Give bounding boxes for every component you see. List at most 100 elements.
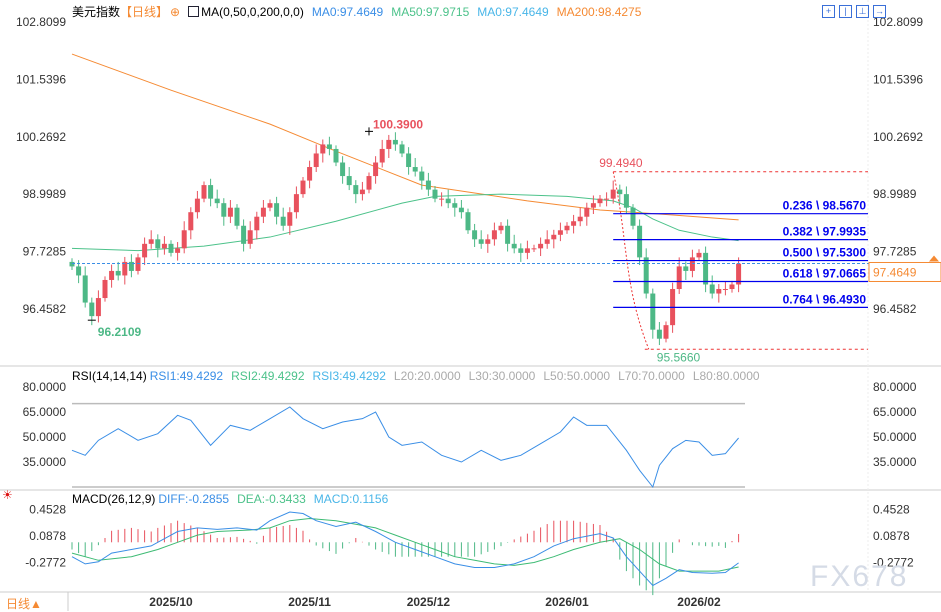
candle — [300, 176, 306, 198]
candle — [109, 264, 115, 288]
candle — [208, 178, 214, 207]
indicator-icon[interactable] — [188, 6, 200, 17]
rsi-axis-tick-right: 35.0000 — [873, 455, 917, 469]
candle — [445, 189, 451, 209]
candle-body — [538, 243, 544, 249]
candle — [373, 156, 379, 184]
candle — [234, 204, 240, 230]
candle-body — [577, 216, 583, 222]
candle — [551, 229, 557, 249]
candle-body — [544, 239, 550, 244]
period-label: 【日线】 — [120, 5, 169, 19]
price-axis-tick-right: 97.7285 — [873, 245, 917, 259]
ma200-value: MA200:98.4275 — [556, 5, 642, 19]
candle-body — [69, 261, 75, 267]
candle-body — [234, 207, 240, 226]
settings-sun-icon[interactable]: ☀ — [2, 488, 13, 502]
candle-body — [313, 153, 319, 168]
period-selector[interactable]: 日线▲ — [6, 597, 42, 611]
candle-body — [736, 263, 742, 285]
l50-value: L50:50.0000 — [543, 369, 611, 383]
price-axis-tick-right: 101.5396 — [873, 72, 923, 86]
candle — [571, 214, 577, 234]
candle — [326, 136, 332, 156]
price-axis-tick-left: 98.9989 — [23, 187, 67, 201]
candle — [161, 236, 167, 255]
candle-body — [320, 144, 326, 154]
diff-value: DIFF:-0.2855 — [158, 492, 230, 506]
candle-body — [148, 239, 154, 244]
candle — [69, 258, 75, 271]
candle-body — [168, 243, 174, 253]
candle — [458, 200, 464, 219]
ma-indicator[interactable]: MA(0,50,0,200,0,0) — [201, 5, 304, 19]
candle-body — [518, 248, 524, 253]
scroll-right-icon[interactable]: → — [873, 5, 886, 18]
candle — [709, 275, 715, 299]
candle-body — [115, 270, 121, 276]
target-icon[interactable]: ⊕ — [170, 5, 181, 19]
fib-level-label: 0.618 \ 97.0665 — [783, 266, 867, 280]
candle-body — [89, 302, 95, 317]
candle-body — [359, 189, 365, 195]
current-price-label: 97.4649 — [873, 265, 917, 279]
zoom-out-icon[interactable]: ⊥ — [856, 5, 869, 18]
rsi-axis-tick-left: 35.0000 — [23, 455, 67, 469]
candle — [643, 248, 649, 299]
candle — [82, 266, 88, 308]
candle — [366, 172, 372, 194]
candle-body — [386, 139, 392, 149]
candle — [630, 204, 636, 230]
candle-body — [703, 252, 709, 285]
candle — [439, 192, 445, 207]
candle — [544, 230, 550, 249]
period-high-label: 100.3900 — [373, 117, 423, 131]
rsi-legend: RSI(14,14,14) RSI1:49.4292 RSI2:49.4292 RSI… — [72, 369, 768, 383]
candle-body — [656, 329, 662, 339]
date-axis-tick: 2026/01 — [545, 595, 589, 609]
watermark: FX678 — [810, 560, 909, 593]
chart-tools: + | ⊥ → — [818, 3, 886, 18]
candle-body — [227, 207, 233, 217]
candle — [254, 211, 260, 240]
candle-body — [247, 230, 253, 244]
candle-body — [122, 261, 128, 276]
price-axis-tick-right: 96.4582 — [873, 302, 917, 316]
candle-body — [135, 257, 141, 271]
candle-body — [650, 293, 656, 330]
candle-body — [630, 207, 636, 226]
rsi-axis-tick-right: 80.0000 — [873, 380, 917, 394]
date-axis-tick: 2026/02 — [677, 595, 721, 609]
candle — [188, 207, 194, 240]
candle — [656, 321, 662, 346]
crosshair-icon[interactable]: + — [822, 5, 835, 18]
candle-body — [445, 198, 451, 204]
fib-trend-line — [612, 171, 650, 350]
candle — [227, 200, 233, 224]
candle — [610, 180, 616, 204]
candle — [736, 257, 742, 293]
candle-body — [696, 252, 702, 258]
candle-body — [604, 198, 610, 200]
candle-body — [208, 185, 214, 199]
candle-body — [82, 275, 88, 303]
candle — [287, 207, 293, 235]
candle-body — [729, 284, 735, 290]
candle — [557, 222, 563, 242]
candle — [518, 243, 524, 262]
candle — [663, 321, 669, 343]
l30-value: L30:30.0000 — [468, 369, 536, 383]
zoom-in-icon[interactable]: | — [839, 5, 852, 18]
candle — [386, 134, 392, 158]
candle-body — [254, 216, 260, 231]
candle-body — [175, 248, 181, 253]
candle — [128, 254, 134, 278]
candle-body — [326, 144, 332, 149]
candle — [241, 219, 247, 252]
candle-body — [610, 189, 616, 199]
candle-body — [194, 198, 200, 213]
candle-body — [472, 230, 478, 240]
macd-value: MACD:0.1156 — [313, 492, 389, 506]
candle — [392, 132, 398, 151]
